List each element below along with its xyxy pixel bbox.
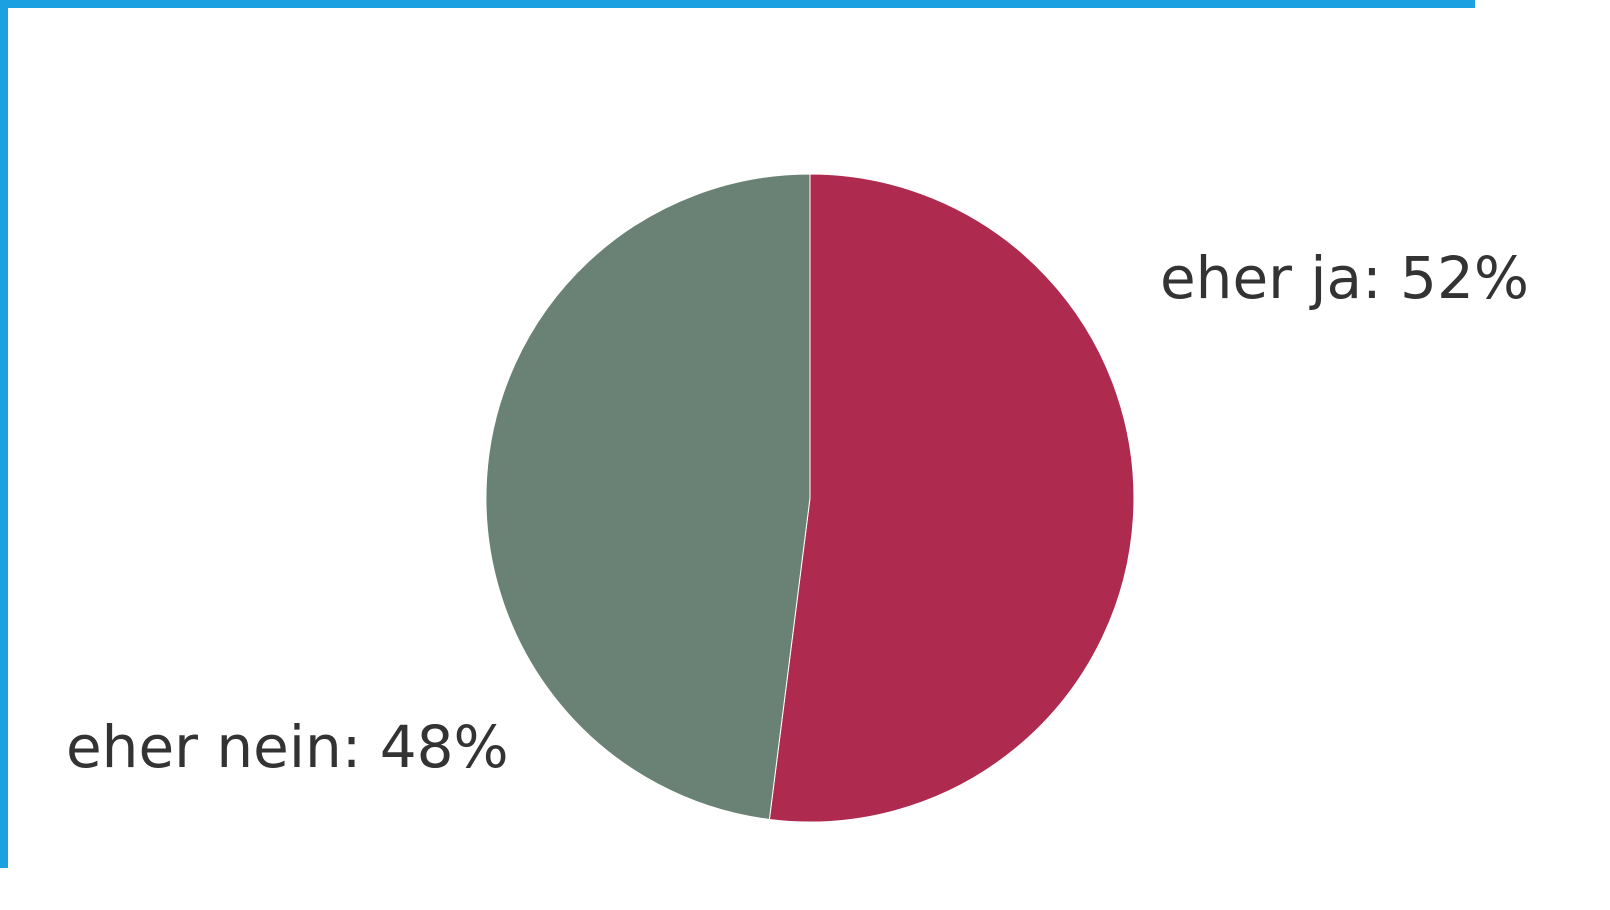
pie-slice-eher-ja [768,173,1135,823]
frame-left-border [0,0,8,868]
pie-slice-eher-nein [485,173,811,821]
slice-label-eher-ja: eher ja: 52% [1160,244,1529,312]
slice-label-eher-nein: eher nein: 48% [66,713,509,781]
frame-top-border [0,0,1475,8]
pie-slices [485,173,1135,823]
